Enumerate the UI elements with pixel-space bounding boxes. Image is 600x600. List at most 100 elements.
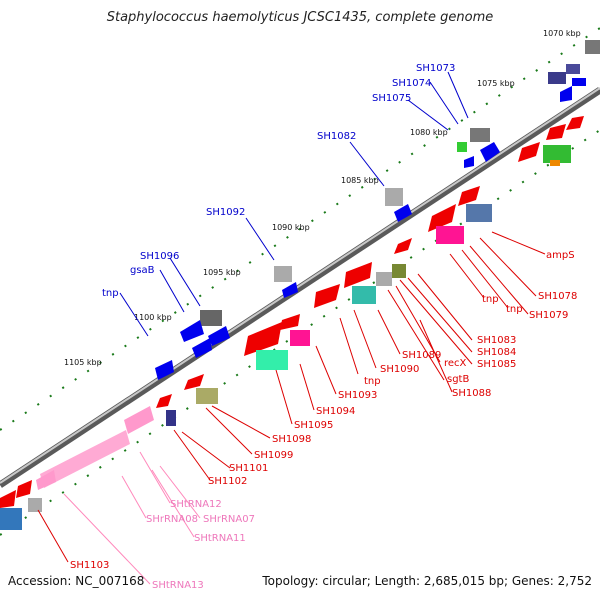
gene-label: SH1084 xyxy=(477,347,516,358)
tick-label: 1095 kbp xyxy=(203,268,241,277)
rna-label: SHrRNA08 xyxy=(146,514,198,525)
gene-label: tnp xyxy=(102,288,119,299)
tick-label: 1085 kbp xyxy=(341,176,379,185)
gene-feature xyxy=(200,310,222,326)
gene-feature xyxy=(470,128,490,142)
gene-feature xyxy=(344,262,372,288)
forward-labels: SH1073 SH1074 SH1075 SH1082 SH1092 SH109… xyxy=(102,63,455,299)
gene-feature xyxy=(392,264,406,278)
gene-feature xyxy=(436,226,464,244)
gene-feature xyxy=(314,284,340,308)
tick-labels: 1070 kbp 1075 kbp 1080 kbp 1085 kbp 1090… xyxy=(64,29,581,367)
gene-label: sgtB xyxy=(447,374,469,385)
rna-label: SHrRNA07 xyxy=(203,514,255,525)
gene-label: SH1092 xyxy=(206,207,245,218)
reverse-labels: ampS SH1078 SH1079 tnp tnp SH1083 SH1084… xyxy=(70,250,577,571)
gene-label: gsaB xyxy=(130,265,155,276)
reverse-leaders xyxy=(37,231,546,563)
gene-feature xyxy=(0,508,22,530)
outer-dotted-track xyxy=(0,27,600,431)
rna-labels: SHtRNA12 SHrRNA08 SHrRNA07 SHtRNA11 SHtR… xyxy=(146,499,255,591)
map-title: Staphylococcus haemolyticus JCSC1435, co… xyxy=(106,10,494,25)
gene-label: SH1103 xyxy=(70,560,109,571)
gene-label: SH1096 xyxy=(140,251,179,262)
gene-feature xyxy=(566,64,580,74)
gene-feature xyxy=(28,498,42,512)
gene-feature xyxy=(180,320,204,342)
gene-feature xyxy=(192,338,212,358)
tick-label: 1100 kbp xyxy=(134,313,172,322)
gene-label: SH1102 xyxy=(208,476,247,487)
gene-feature xyxy=(0,490,16,508)
rna-label: SHtRNA11 xyxy=(194,533,246,544)
gene-feature xyxy=(560,86,572,102)
gene-feature xyxy=(518,142,540,162)
gene-feature xyxy=(550,160,560,166)
gene-feature xyxy=(466,204,492,222)
gene-feature xyxy=(480,142,500,162)
gene-feature xyxy=(546,124,566,140)
gene-label: SH1088 xyxy=(452,388,491,399)
gene-feature xyxy=(572,78,586,86)
gene-feature xyxy=(208,326,230,346)
genome-backbone-highlight xyxy=(0,87,600,484)
gene-label: SH1098 xyxy=(272,434,311,445)
gene-label: SH1078 xyxy=(538,291,577,302)
tick-label: 1090 kbp xyxy=(272,223,310,232)
forward-leaders xyxy=(119,71,469,337)
tick-label: 1070 kbp xyxy=(543,29,581,38)
gene-feature xyxy=(385,188,403,206)
rna-feature xyxy=(124,406,154,434)
rna-label: SHtRNA13 xyxy=(152,580,204,591)
genome-summary: Topology: circular; Length: 2,685,015 bp… xyxy=(262,574,592,588)
gene-label: SH1079 xyxy=(529,310,568,321)
gene-feature xyxy=(156,394,172,408)
gene-label: tnp xyxy=(506,304,523,315)
gene-feature xyxy=(585,40,600,54)
rna-leaders xyxy=(63,451,201,585)
gene-label: SH1093 xyxy=(338,390,377,401)
gene-feature xyxy=(376,272,392,286)
gene-feature xyxy=(566,116,584,130)
gene-feature xyxy=(464,156,474,168)
gene-label: SH1075 xyxy=(372,93,411,104)
tick-label: 1080 kbp xyxy=(410,128,448,137)
gene-label: SH1083 xyxy=(477,335,516,346)
gene-feature xyxy=(184,374,204,390)
gene-feature xyxy=(256,350,288,370)
gene-label: SH1082 xyxy=(317,131,356,142)
gene-label: SH1085 xyxy=(477,359,516,370)
gene-label: ampS xyxy=(546,250,575,261)
gene-feature xyxy=(16,480,32,498)
gene-feature xyxy=(394,238,412,254)
gene-label: SH1089 xyxy=(402,350,441,361)
gene-feature xyxy=(274,266,292,282)
gene-label: tnp xyxy=(482,294,499,305)
gene-label: recX xyxy=(444,358,467,369)
tick-label: 1075 kbp xyxy=(477,79,515,88)
gene-feature xyxy=(394,204,412,222)
genome-backbone xyxy=(0,87,600,488)
rna-feature xyxy=(40,430,130,488)
forward-features xyxy=(155,40,600,380)
gene-feature xyxy=(352,286,376,304)
gene-feature xyxy=(282,282,298,298)
rna-feature xyxy=(36,470,56,490)
tick-label: 1105 kbp xyxy=(64,358,102,367)
gene-label: SH1094 xyxy=(316,406,355,417)
reverse-features xyxy=(0,116,584,530)
gene-label: tnp xyxy=(364,376,381,387)
gene-label: SH1101 xyxy=(229,463,268,474)
gene-label: SH1074 xyxy=(392,78,431,89)
gene-feature xyxy=(543,145,571,163)
gene-feature xyxy=(290,330,310,346)
accession-label: Accession: NC_007168 xyxy=(8,574,145,588)
gene-feature xyxy=(457,142,467,152)
gene-feature xyxy=(155,360,174,380)
gene-label: SH1073 xyxy=(416,63,455,74)
gene-feature xyxy=(458,186,480,206)
gene-feature xyxy=(244,322,282,356)
gene-feature xyxy=(548,72,566,84)
rna-label: SHtRNA12 xyxy=(170,499,222,510)
